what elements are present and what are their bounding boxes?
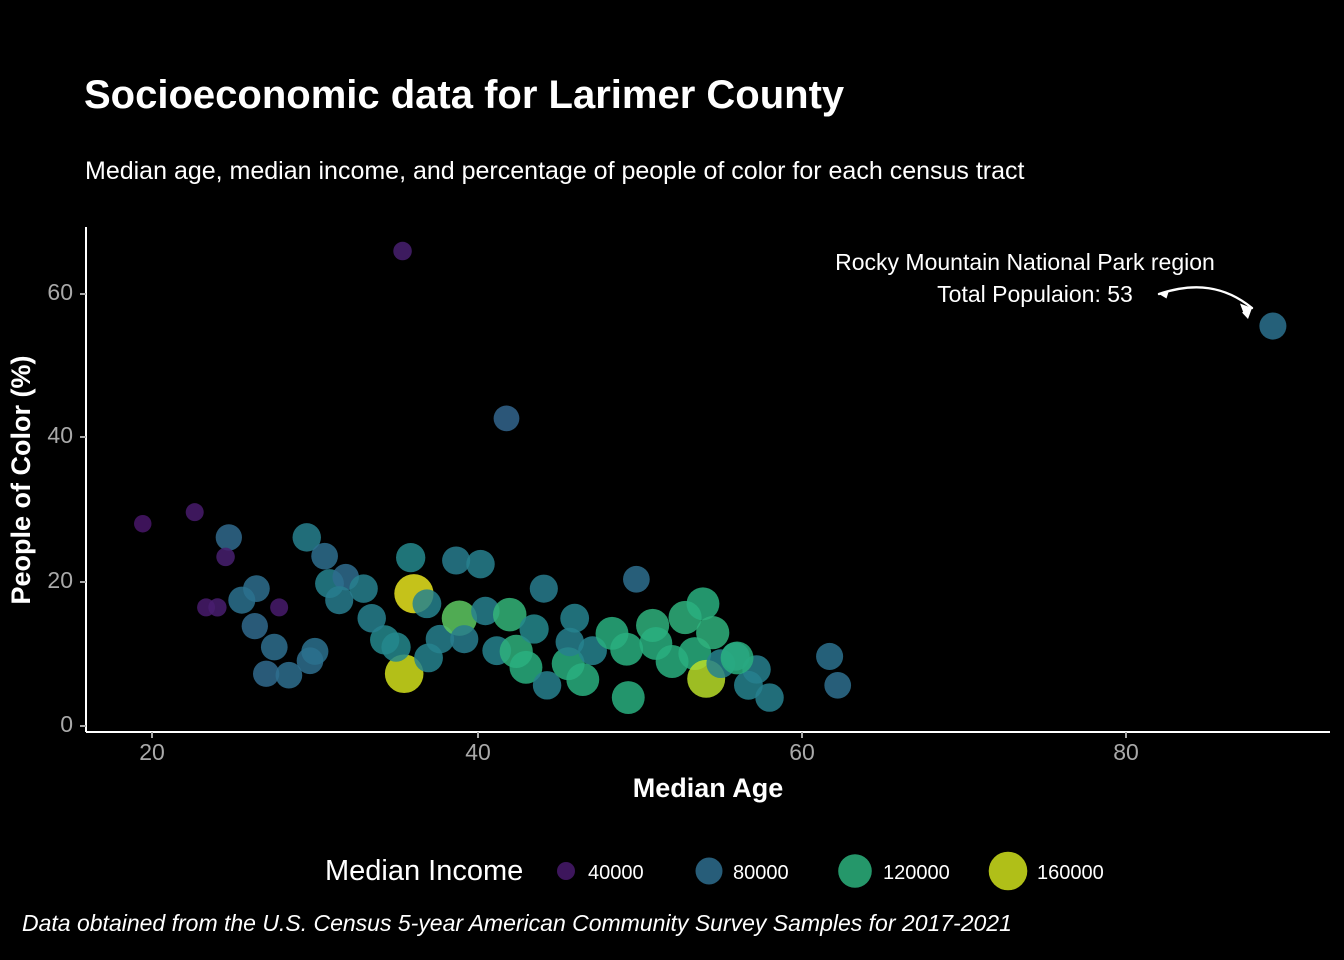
svg-text:20: 20 [139, 739, 165, 765]
svg-text:People of Color (%): People of Color (%) [6, 356, 36, 605]
svg-text:60: 60 [47, 279, 73, 305]
svg-text:60: 60 [789, 739, 815, 765]
svg-text:Total Populaion: 53: Total Populaion: 53 [937, 281, 1133, 307]
svg-text:120000: 120000 [883, 862, 950, 884]
svg-text:20: 20 [47, 567, 73, 593]
svg-text:80000: 80000 [733, 862, 789, 884]
svg-text:Median Age: Median Age [633, 773, 784, 803]
svg-text:80: 80 [1113, 739, 1139, 765]
svg-text:0: 0 [60, 711, 73, 737]
svg-text:40000: 40000 [588, 862, 644, 884]
svg-text:Median Income: Median Income [325, 855, 523, 887]
svg-text:40: 40 [465, 739, 491, 765]
svg-text:160000: 160000 [1037, 862, 1104, 884]
svg-text:Rocky Mountain National Park r: Rocky Mountain National Park region [835, 249, 1215, 275]
svg-text:40: 40 [47, 422, 73, 448]
